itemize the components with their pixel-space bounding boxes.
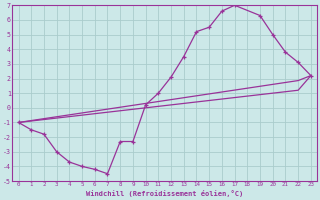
X-axis label: Windchill (Refroidissement éolien,°C): Windchill (Refroidissement éolien,°C) bbox=[86, 190, 243, 197]
